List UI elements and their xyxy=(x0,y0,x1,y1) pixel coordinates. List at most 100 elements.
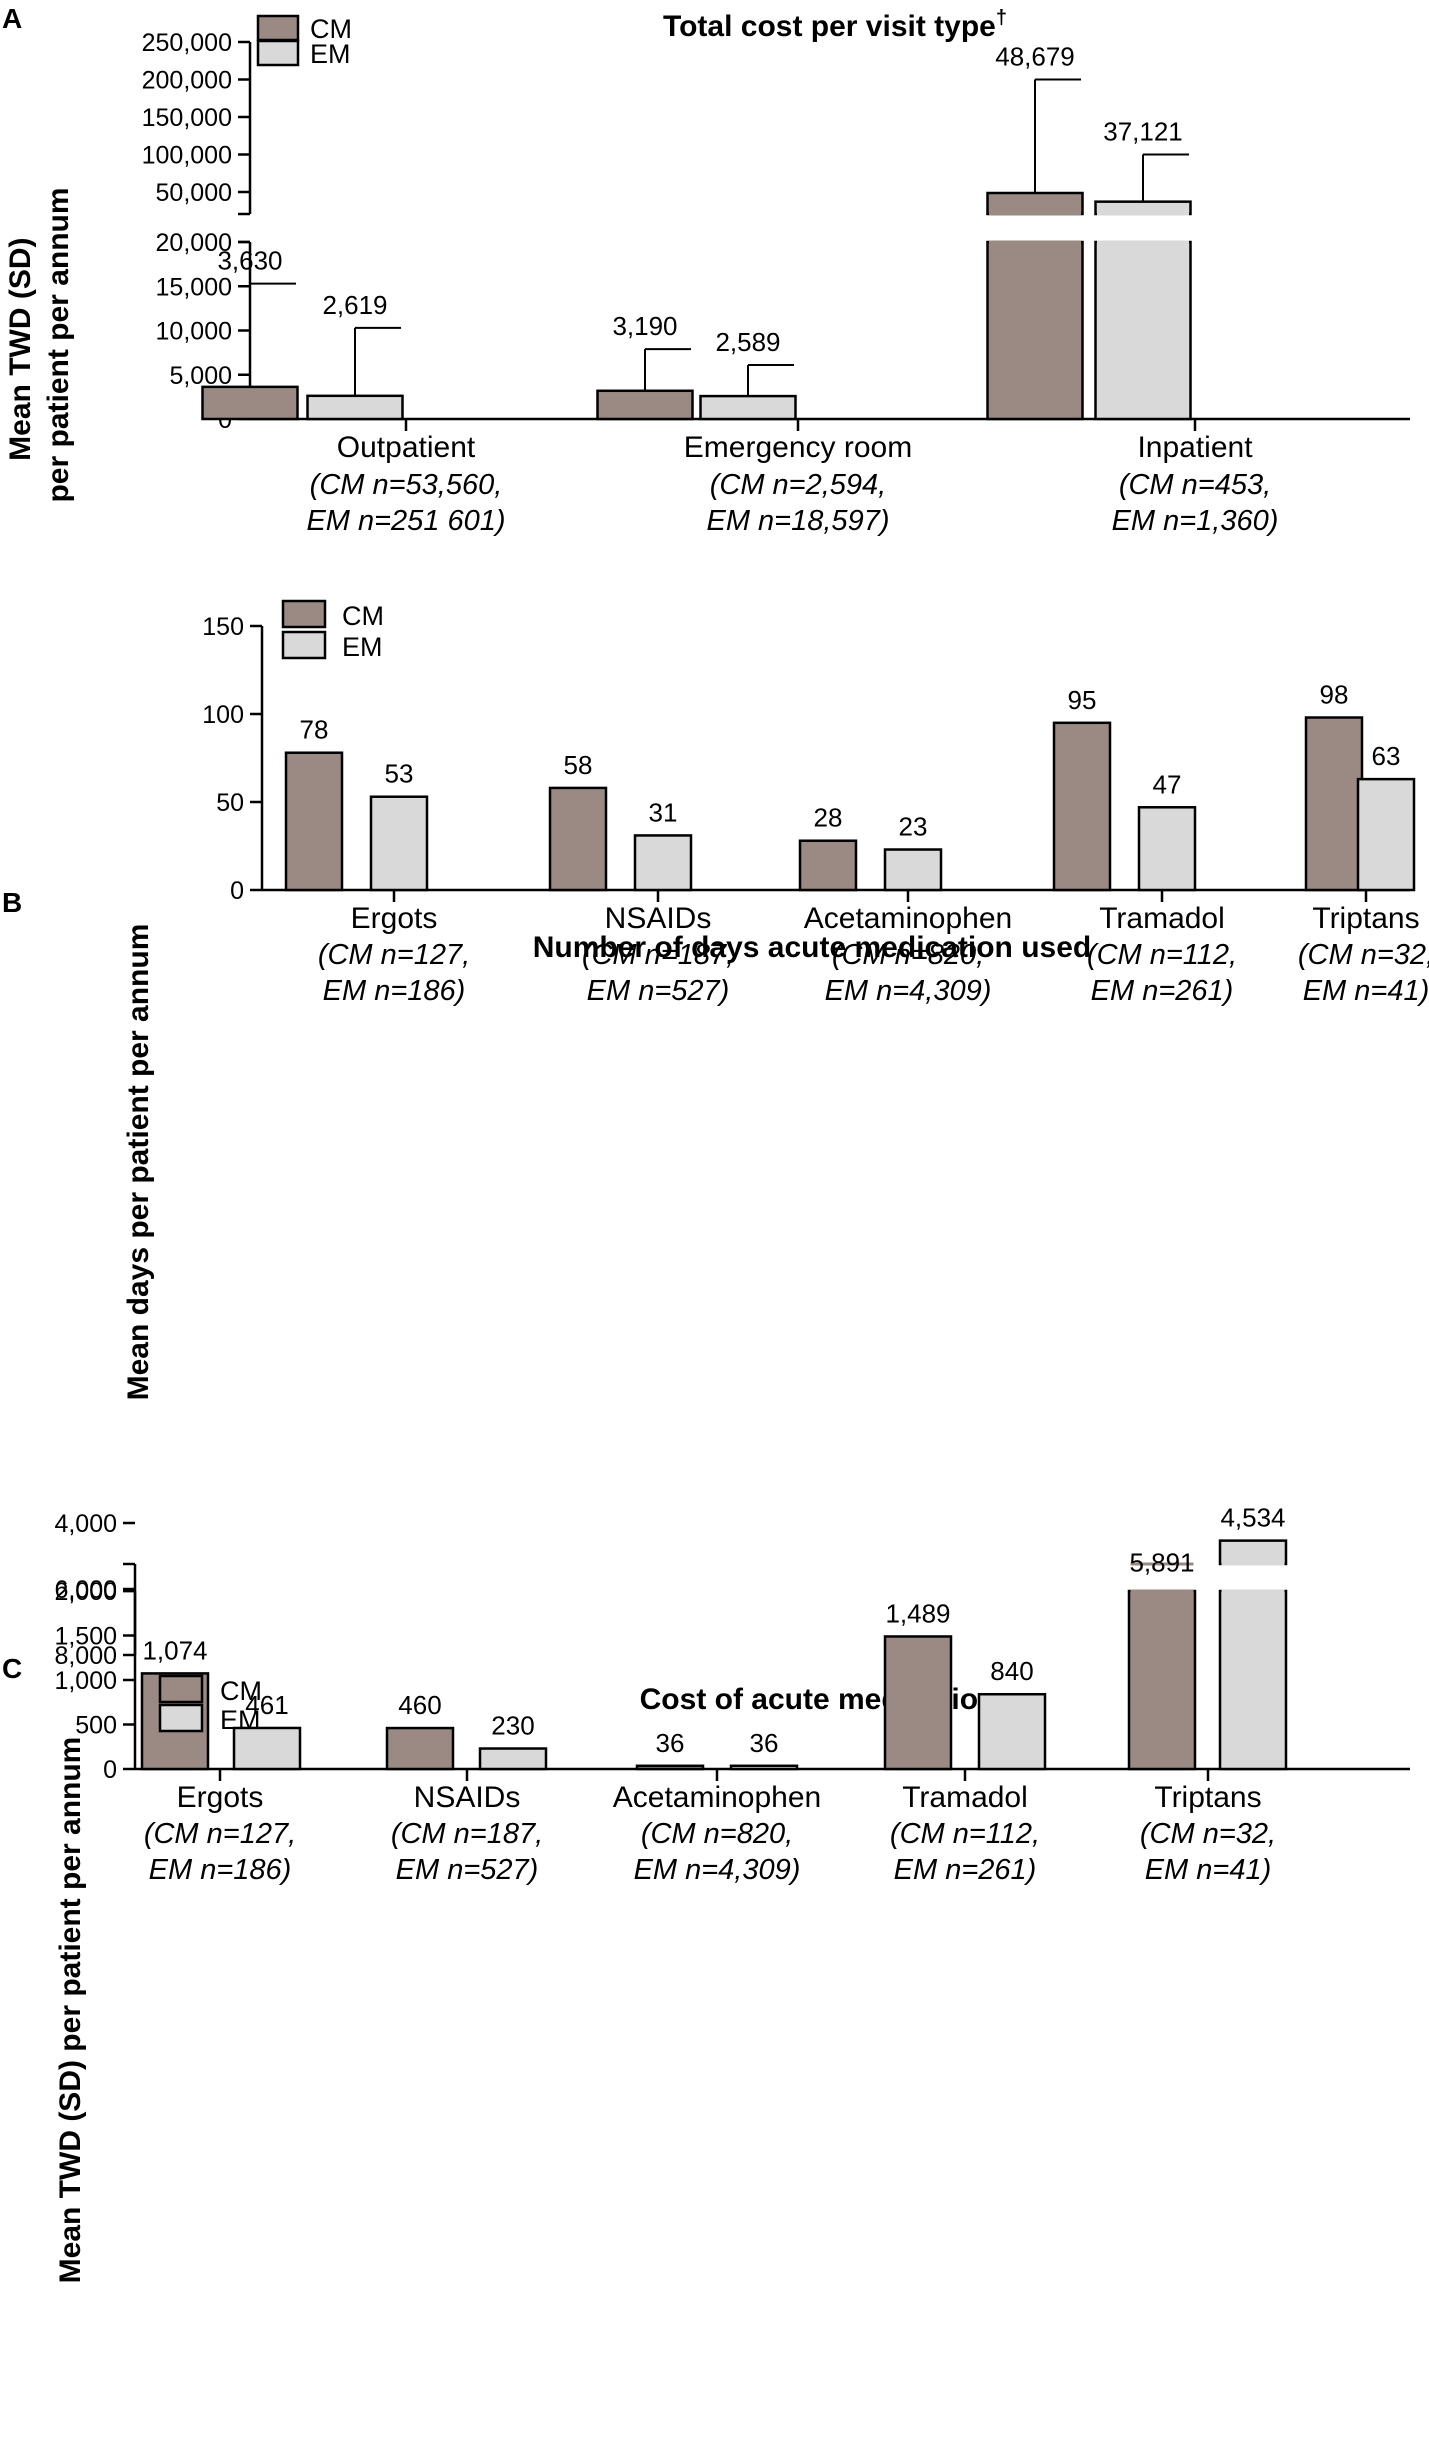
data-label-em: 37,121 xyxy=(1103,117,1183,147)
category-n-label: (CM n=53,560, xyxy=(310,469,503,501)
data-label-em: 23 xyxy=(899,812,928,842)
y-tick-label: 15,000 xyxy=(156,273,232,301)
category-label: Emergency room xyxy=(684,431,912,464)
category-label: NSAIDs xyxy=(414,1781,521,1814)
bar-cm-lower xyxy=(986,240,1084,421)
data-label-em: 36 xyxy=(750,1728,779,1758)
category-label: Triptans xyxy=(1312,902,1419,935)
category-n-label: (CM n=32, xyxy=(1298,939,1429,971)
legend-label-em: EM xyxy=(342,632,383,662)
data-label-em: 31 xyxy=(649,797,678,827)
y-tick-label: 2,000 xyxy=(54,1578,117,1606)
category-n-label: (CM n=112, xyxy=(1087,939,1237,971)
y-tick-label: 150,000 xyxy=(142,104,232,132)
bar-em xyxy=(977,1692,1047,1771)
category-n-label: EM n=527) xyxy=(396,1854,539,1886)
y-tick-label: 50 xyxy=(216,789,244,817)
data-label-cm: 5,891 xyxy=(1129,1547,1194,1577)
category-n-label: EM n=4,309) xyxy=(825,975,992,1007)
y-tick-label: 4,000 xyxy=(54,1510,117,1538)
bar-em xyxy=(1356,777,1416,892)
y-tick-label: 500 xyxy=(75,1712,117,1740)
bar-em xyxy=(699,394,797,421)
data-label-em: 2,589 xyxy=(715,327,780,357)
bar-cm xyxy=(1052,721,1112,892)
category-label: Tramadol xyxy=(1099,902,1225,935)
y-tick-label: 0 xyxy=(103,1756,117,1784)
category-n-label: (CM n=127, xyxy=(144,1818,296,1850)
data-label-em: 230 xyxy=(491,1711,534,1741)
category-label: Inpatient xyxy=(1137,431,1253,464)
bar-cm-lower xyxy=(1127,1589,1197,1771)
category-n-label: EM n=261) xyxy=(1091,975,1234,1007)
category-n-label: (CM n=453, xyxy=(1119,469,1271,501)
legend-swatch-cm xyxy=(281,599,327,629)
y-tick-label: 1,000 xyxy=(54,1667,117,1695)
category-label: Acetaminophen xyxy=(804,902,1012,935)
data-label-em: 63 xyxy=(1372,741,1401,771)
y-tick-label: 250,000 xyxy=(142,29,232,57)
data-label-cm: 58 xyxy=(564,750,593,780)
category-label: Acetaminophen xyxy=(613,1781,821,1814)
bar-cm xyxy=(284,751,344,892)
bar-em xyxy=(1137,806,1197,892)
bar-cm xyxy=(798,839,858,892)
y-tick-label: 8,000 xyxy=(54,1642,117,1670)
category-label: NSAIDs xyxy=(605,902,712,935)
data-label-em: 47 xyxy=(1153,769,1182,799)
category-n-label: (CM n=820, xyxy=(832,939,984,971)
category-n-label: EM n=527) xyxy=(587,975,730,1007)
data-label-cm: 28 xyxy=(814,803,843,833)
y-tick-label: 100,000 xyxy=(142,142,232,170)
category-n-label: (CM n=187, xyxy=(582,939,734,971)
legend-swatch-em xyxy=(281,630,327,660)
data-label-cm: 78 xyxy=(300,715,329,745)
legend-label-em: EM xyxy=(220,1705,261,1735)
bar-em xyxy=(729,1764,799,1771)
panel-b-ylabel: Mean days per patient per annum xyxy=(122,924,155,1401)
legend-swatch-em xyxy=(256,39,300,67)
category-n-label: EM n=186) xyxy=(323,975,466,1007)
bar-cm xyxy=(1304,716,1364,892)
category-n-label: EM n=251 601) xyxy=(306,505,505,537)
bar-em-upper xyxy=(1094,200,1192,216)
category-n-label: EM n=261) xyxy=(894,1854,1037,1886)
bar-em xyxy=(478,1747,548,1771)
data-label-cm: 98 xyxy=(1320,680,1349,710)
bar-em-upper xyxy=(1218,1539,1288,1566)
category-n-label: (CM n=820, xyxy=(641,1818,793,1850)
panel-c-letter: C xyxy=(2,1653,22,1684)
data-label-cm: 1,074 xyxy=(142,1635,207,1665)
panel-a-letter: A xyxy=(2,3,22,34)
bar-em-lower xyxy=(1218,1589,1288,1771)
panel-a-title: Total cost per visit type† xyxy=(663,7,1007,43)
data-label-cm: 48,679 xyxy=(995,42,1075,72)
bar-cm xyxy=(201,385,299,421)
category-n-label: EM n=1,360) xyxy=(1112,505,1279,537)
category-n-label: (CM n=112, xyxy=(890,1818,1040,1850)
legend-swatch-em xyxy=(158,1703,204,1733)
panel-a-ylabel: Mean TWD (SD) per patient per annum xyxy=(4,187,75,502)
y-tick-label: 5,000 xyxy=(169,362,232,390)
category-n-label: EM n=186) xyxy=(149,1854,292,1886)
category-label: Outpatient xyxy=(337,431,476,464)
y-tick-label: 0 xyxy=(230,877,244,905)
data-label-em: 840 xyxy=(990,1656,1033,1686)
bar-cm xyxy=(385,1726,455,1771)
data-label-em: 461 xyxy=(245,1690,288,1720)
panel-a: A Total cost per visit type† Mean TWD (S… xyxy=(2,3,1410,537)
category-n-label: EM n=41) xyxy=(1303,975,1429,1007)
bar-em xyxy=(633,834,693,892)
category-n-label: (CM n=127, xyxy=(318,939,470,971)
bar-cm xyxy=(635,1764,705,1771)
y-tick-label: 6,000 xyxy=(54,1576,117,1604)
data-label-cm: 36 xyxy=(656,1728,685,1758)
legend-label-cm: CM xyxy=(342,601,384,631)
data-label-em: 53 xyxy=(385,759,414,789)
y-tick-label: 50,000 xyxy=(156,179,232,207)
bar-em-lower xyxy=(1094,240,1192,421)
y-tick-label: 1,500 xyxy=(54,1623,117,1651)
legend-label-em: EM xyxy=(310,39,351,69)
data-label-em: 2,619 xyxy=(322,290,387,320)
